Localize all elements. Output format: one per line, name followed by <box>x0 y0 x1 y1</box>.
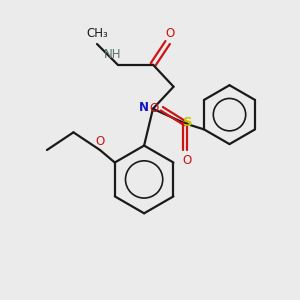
Text: CH₃: CH₃ <box>86 28 108 40</box>
Text: NH: NH <box>103 48 121 61</box>
Text: O: O <box>165 27 175 40</box>
Text: O: O <box>95 135 105 148</box>
Text: N: N <box>139 101 148 114</box>
Text: O: O <box>182 154 191 167</box>
Text: S: S <box>183 116 193 128</box>
Text: O: O <box>149 102 158 115</box>
